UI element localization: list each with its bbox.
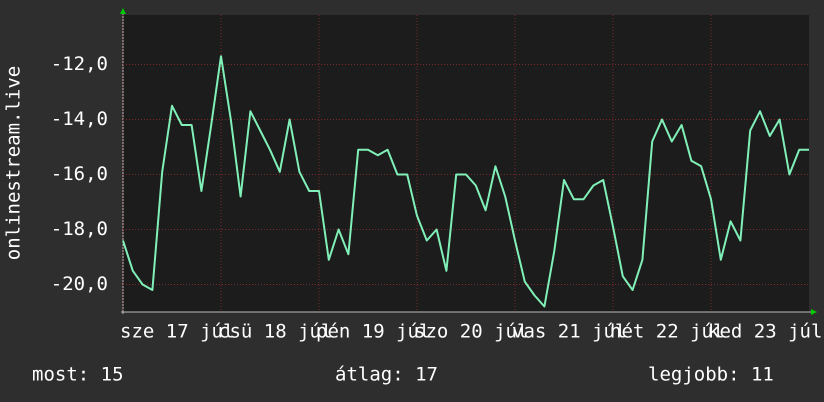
y-tick-label: -18,0 (51, 218, 108, 240)
x-tick-label: ked 23 júl (708, 321, 822, 343)
axis-arrow (811, 309, 817, 315)
plot-area (123, 15, 809, 312)
y-axis-label: onlinestream.live (3, 66, 25, 260)
y-tick-label: -12,0 (51, 53, 108, 75)
x-tick-label: pén 19 júl (316, 321, 430, 343)
x-tick-label: szo 20 júl (414, 321, 528, 343)
data-line (122, 55, 809, 308)
axis-arrow (120, 8, 126, 14)
x-tick-label: hét 22 júl (610, 321, 724, 343)
x-tick-label: csü 18 júl (218, 321, 332, 343)
x-tick-label: sze 17 júl (120, 321, 234, 343)
stat-current: most: 15 (32, 364, 124, 386)
x-tick-label: vas 21 júl (512, 321, 626, 343)
y-tick-label: -20,0 (51, 273, 108, 295)
y-tick-label: -16,0 (51, 163, 108, 185)
stat-average: átlag: 17 (335, 364, 438, 386)
stat-best: legjobb: 11 (648, 364, 774, 386)
y-tick-label: -14,0 (51, 108, 108, 130)
